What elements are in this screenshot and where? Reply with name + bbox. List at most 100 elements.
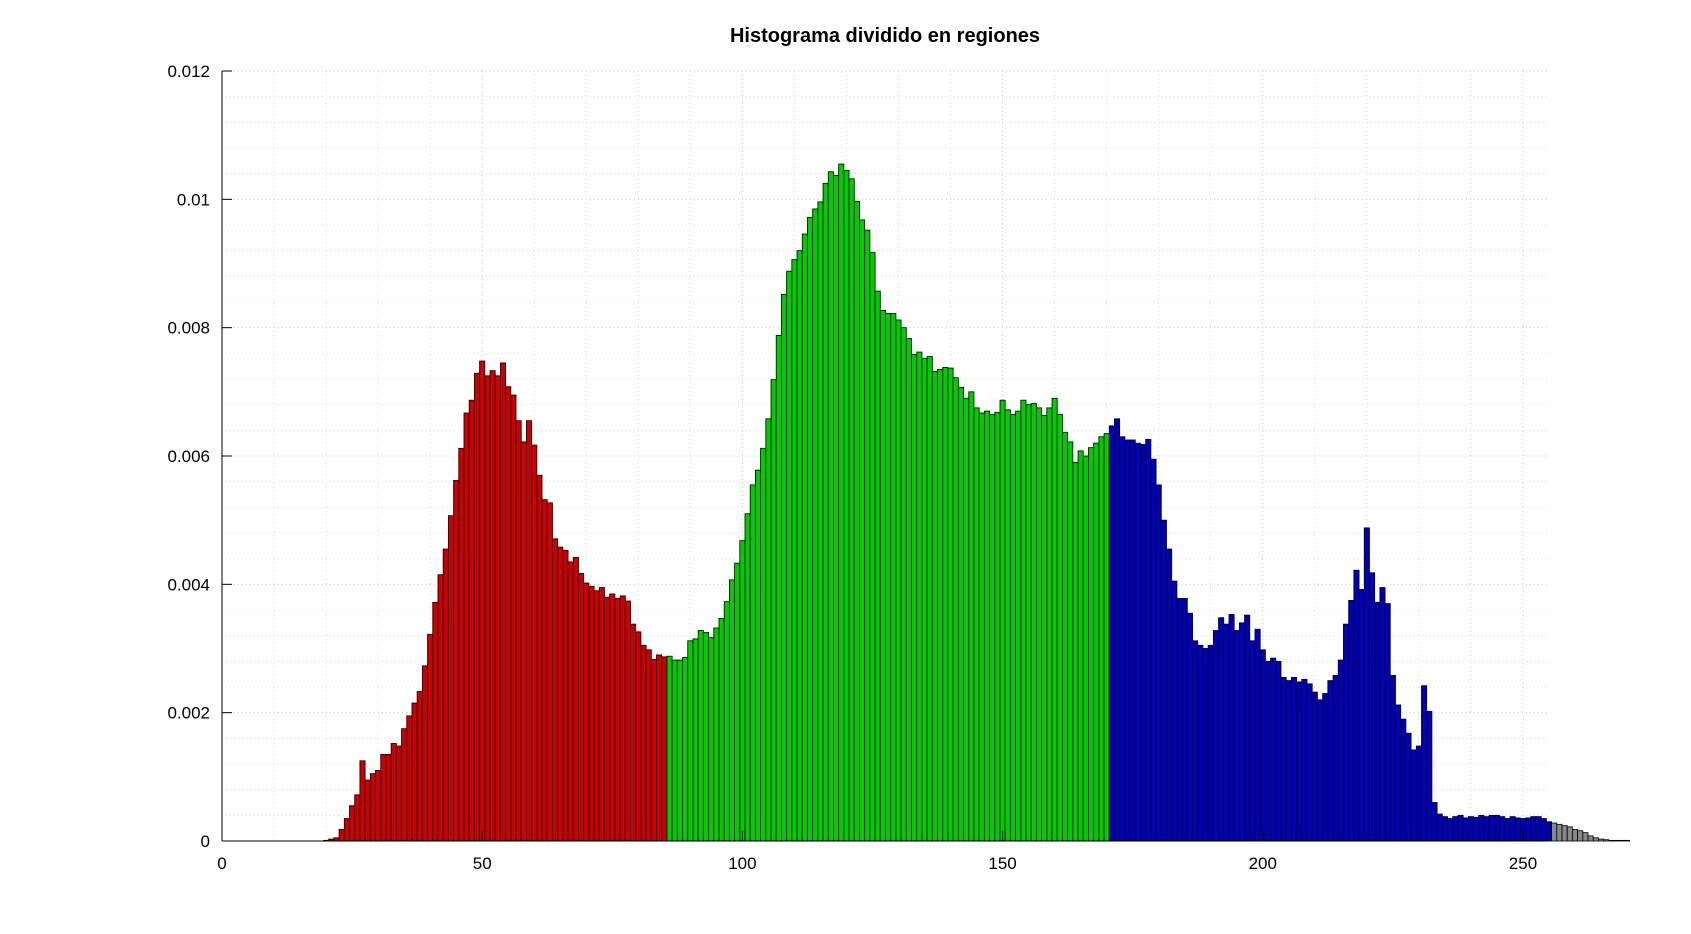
histogram-bar <box>1436 813 1443 842</box>
histogram-bar <box>1514 817 1521 842</box>
histogram-bar <box>1192 640 1199 842</box>
histogram-bar <box>1410 749 1417 842</box>
histogram-bar <box>1207 644 1214 842</box>
histogram-bar <box>578 573 585 842</box>
histogram-bar <box>562 549 569 842</box>
histogram-bar <box>676 659 683 842</box>
histogram-bar <box>1540 818 1547 842</box>
histogram-bar <box>489 370 496 842</box>
histogram-bar <box>978 412 985 842</box>
histogram-bar <box>1452 816 1459 842</box>
histogram-bar <box>937 368 944 842</box>
histogram-bar <box>406 715 413 842</box>
histogram-bar <box>1072 462 1079 842</box>
histogram-bar <box>744 513 751 842</box>
histogram-bar <box>1499 816 1506 842</box>
histogram-bar <box>1301 678 1308 842</box>
histogram-bar <box>1275 660 1282 842</box>
histogram-bar <box>983 410 990 842</box>
histogram-bar <box>583 582 590 842</box>
histogram-bar <box>1343 623 1350 842</box>
histogram-bar <box>687 640 694 842</box>
histogram-bar <box>1504 818 1511 842</box>
histogram-bar <box>1572 829 1579 842</box>
histogram-bar <box>973 407 980 842</box>
histogram-bar <box>338 829 345 842</box>
histogram-bar <box>838 163 845 842</box>
histogram-bar <box>1056 413 1063 842</box>
histogram-bar <box>994 411 1001 842</box>
histogram-bar <box>1587 835 1594 842</box>
histogram-bar <box>432 601 439 842</box>
histogram-bar <box>942 367 949 842</box>
histogram-bar <box>859 219 866 842</box>
histogram-bar <box>890 313 897 842</box>
histogram-bar <box>801 233 808 842</box>
histogram-bar <box>1400 718 1407 842</box>
histogram-bar <box>713 627 720 842</box>
histogram-bar <box>1036 407 1043 842</box>
histogram-bar <box>1223 623 1230 842</box>
histogram-bar <box>531 444 538 842</box>
histogram-bar <box>1212 630 1219 842</box>
histogram-bar <box>791 259 798 842</box>
histogram-bar <box>723 601 730 842</box>
histogram-bar <box>864 229 871 842</box>
histogram-bar <box>1311 691 1318 842</box>
histogram-bar <box>1509 816 1516 842</box>
histogram-bar <box>390 743 397 842</box>
histogram-bar <box>656 654 663 842</box>
histogram-bar <box>1088 447 1095 842</box>
histogram-bar <box>1317 699 1324 842</box>
histogram-bar <box>843 170 850 842</box>
histogram-bar <box>1259 649 1266 842</box>
histogram-bar <box>1098 436 1105 842</box>
histogram-bar <box>1103 433 1110 842</box>
histogram-bar <box>947 367 954 842</box>
histogram-bar <box>1624 839 1631 842</box>
histogram-bar <box>614 598 621 842</box>
histogram-bar <box>1176 598 1183 842</box>
histogram-bar <box>1582 832 1589 842</box>
histogram-bar <box>1462 817 1469 842</box>
histogram-bar <box>1285 680 1292 842</box>
y-tick-label: 0 <box>201 832 210 851</box>
histogram-bar <box>1114 418 1121 842</box>
histogram-bar <box>395 745 402 842</box>
histogram-bar <box>1145 438 1152 842</box>
histogram-bar <box>957 386 964 842</box>
histogram-bar <box>385 753 392 842</box>
histogram-bar <box>619 595 626 842</box>
histogram-bar <box>536 474 543 842</box>
histogram-bar <box>739 540 746 842</box>
histogram-bar <box>1421 685 1428 842</box>
histogram-bar <box>671 659 678 842</box>
histogram-bar <box>1009 413 1016 842</box>
histogram-bar <box>661 656 668 842</box>
histogram-bar <box>1592 837 1599 842</box>
histogram-bar <box>1296 681 1303 842</box>
histogram-bar <box>1608 839 1615 842</box>
histogram-bar <box>817 201 824 842</box>
histogram-bar <box>541 499 548 842</box>
x-tick-label: 250 <box>1509 854 1537 873</box>
histogram-bar <box>1545 821 1553 842</box>
histogram-bar <box>781 293 788 842</box>
histogram-bar <box>520 441 527 842</box>
histogram-bar <box>1030 402 1037 842</box>
histogram-bar <box>416 691 423 842</box>
histogram-bar <box>1551 822 1558 842</box>
histogram-bar <box>718 617 725 842</box>
histogram-bar <box>427 633 434 842</box>
histogram-bar <box>1353 569 1360 842</box>
histogram-bar <box>1603 839 1610 842</box>
histogram-bar <box>567 561 574 842</box>
histogram-bar <box>796 250 803 842</box>
histogram-bar <box>1389 675 1396 842</box>
histogram-bar <box>952 377 959 842</box>
histogram-bar <box>765 418 772 842</box>
histogram-bar <box>1129 439 1136 842</box>
histogram-bar <box>1108 425 1115 842</box>
histogram-bar <box>1613 839 1620 842</box>
